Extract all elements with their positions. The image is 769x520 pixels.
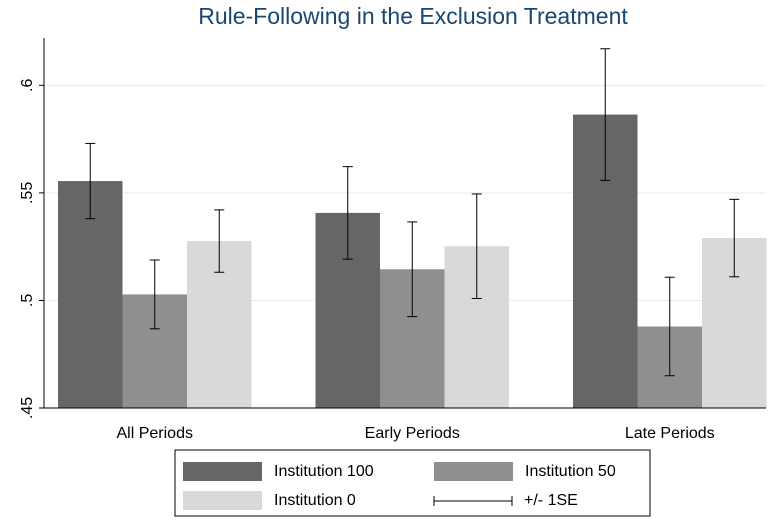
- legend-label: Institution 0: [274, 492, 356, 509]
- legend-label: +/- 1SE: [524, 492, 578, 509]
- y-tick-label: .5: [19, 294, 36, 307]
- x-tick-label: Late Periods: [625, 425, 715, 442]
- legend-swatch: [183, 462, 262, 481]
- x-tick-label: Early Periods: [365, 425, 460, 442]
- legend-label: Institution 50: [525, 463, 616, 480]
- legend-swatch: [183, 491, 262, 510]
- legend-swatch: [434, 462, 513, 481]
- chart-title: Rule-Following in the Exclusion Treatmen…: [198, 3, 628, 29]
- y-tick-label: .45: [19, 397, 36, 419]
- y-tick-label: .55: [19, 182, 36, 204]
- legend-label: Institution 100: [274, 463, 374, 480]
- y-tick-label: .6: [19, 79, 36, 92]
- x-tick-label: All Periods: [117, 425, 193, 442]
